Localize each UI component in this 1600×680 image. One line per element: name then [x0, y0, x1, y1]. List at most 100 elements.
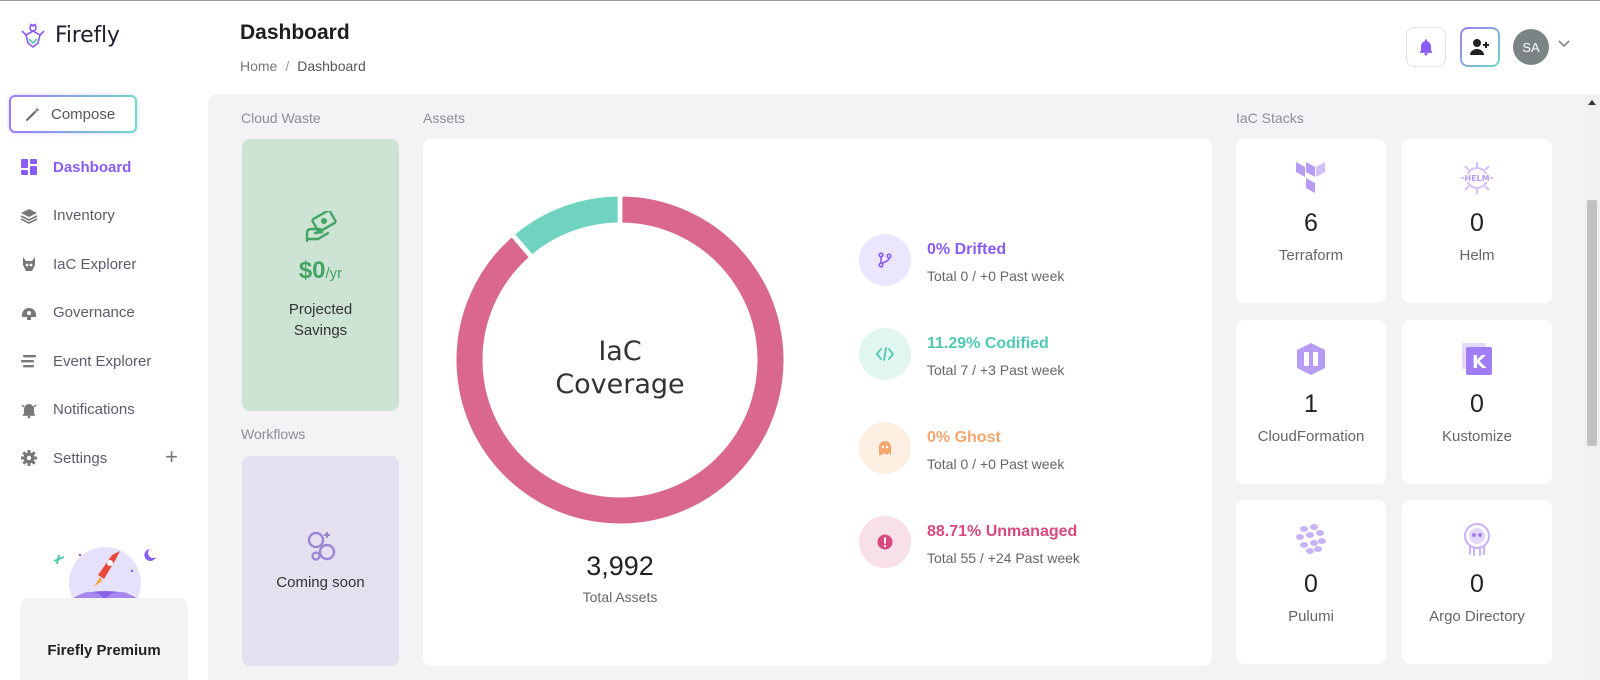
iac-stack-name: Argo Directory [1429, 608, 1525, 625]
metric-title: 0% Drifted [927, 241, 1007, 258]
notifications-button[interactable] [1406, 27, 1446, 67]
page-title: Dashboard [240, 21, 350, 44]
branch-icon [859, 234, 911, 286]
assets-section-label: Assets [423, 110, 466, 126]
kustomize-icon: K [1402, 342, 1552, 376]
iac-stack-count: 0 [1470, 209, 1484, 237]
app-name: Firefly [55, 22, 120, 48]
metric-drifted[interactable]: 0% Drifted Total 0 / +0 Past week [859, 234, 1064, 286]
sidebar-item-label: Notifications [53, 401, 135, 419]
pulumi-icon [1236, 522, 1386, 556]
app-logo[interactable]: Firefly [20, 21, 120, 49]
money-icon [242, 211, 399, 245]
iac-stack-argo[interactable]: 0 Argo Directory [1402, 500, 1552, 664]
scroll-up-arrow-icon[interactable] [1588, 100, 1596, 105]
svg-text:HELM: HELM [1464, 174, 1489, 183]
premium-card[interactable]: Firefly Premium [20, 598, 188, 680]
svg-text:K: K [1472, 352, 1487, 373]
savings-label-line1: Projected [288, 301, 353, 318]
sidebar-item-settings[interactable]: Settings + [0, 434, 208, 483]
iac-stack-helm[interactable]: HELM 0 Helm [1402, 139, 1552, 303]
iac-stack-name: CloudFormation [1257, 428, 1365, 445]
cloudformation-icon [1236, 342, 1386, 376]
projected-savings-label: Projected Savings [242, 299, 399, 341]
iac-stack-name: Pulumi [1288, 608, 1334, 625]
helm-icon: HELM [1402, 161, 1552, 195]
metric-unmanaged[interactable]: 88.71% Unmanaged Total 55 / +24 Past wee… [859, 516, 1080, 568]
workflows-card[interactable]: Coming soon [242, 456, 399, 666]
breadcrumb-current: Dashboard [297, 58, 366, 74]
invite-user-button[interactable] [1460, 27, 1500, 67]
sidebar-item-notifications[interactable]: Notifications [0, 386, 208, 435]
cloud-waste-card[interactable]: $0/yr Projected Savings [242, 139, 399, 411]
breadcrumb: Home / Dashboard [240, 58, 366, 74]
cloud-waste-section-label: Cloud Waste [241, 110, 321, 126]
premium-label: Firefly Premium [47, 642, 161, 659]
iac-stack-count: 0 [1470, 570, 1484, 598]
dashboard-icon [20, 158, 38, 176]
sidebar-item-label: IaC Explorer [53, 255, 137, 273]
metric-ghost[interactable]: 0% Ghost Total 0 / +0 Past week [859, 422, 1064, 474]
donut-center-title: IaC Coverage [453, 335, 787, 401]
user-avatar[interactable]: SA [1513, 29, 1549, 65]
main-scrollbar[interactable] [1584, 94, 1600, 680]
ghost-icon [859, 422, 911, 474]
metric-subtitle: Total 0 / +0 Past week [927, 268, 1065, 284]
bell-icon [20, 401, 38, 419]
iac-stack-count: 6 [1304, 209, 1318, 237]
total-assets-label: Total Assets [582, 589, 658, 605]
metric-subtitle: Total 0 / +0 Past week [927, 456, 1065, 472]
savings-label-line2: Savings [293, 322, 348, 339]
window-top-border [0, 0, 1600, 1]
sidebar-item-event-explorer[interactable]: Event Explorer [0, 337, 208, 386]
iac-stack-kustomize[interactable]: K 0 Kustomize [1402, 320, 1552, 484]
bell-icon [1420, 39, 1432, 56]
assets-card: IaC Coverage 3,992 Total Assets 0% Drifte… [423, 139, 1212, 666]
iac-stack-name: Kustomize [1441, 428, 1513, 445]
donut-title-line1: IaC [598, 336, 642, 367]
projected-savings-amount: $0/yr [242, 257, 399, 285]
breadcrumb-home-link[interactable]: Home [240, 58, 278, 74]
sidebar-item-dashboard[interactable]: Dashboard [0, 143, 208, 192]
iac-stack-count: 0 [1304, 570, 1318, 598]
sidebar-item-inventory[interactable]: Inventory [0, 192, 208, 241]
sidebar-item-label: Event Explorer [53, 352, 152, 370]
metric-codified[interactable]: 11.29% Codified Total 7 / +3 Past week [859, 328, 1064, 380]
iac-stack-name: Helm [1459, 247, 1495, 264]
workflows-coming-soon: Coming soon [276, 574, 365, 591]
metric-title: 11.29% Codified [927, 335, 1049, 352]
donut-slice-unmanaged[interactable] [453, 193, 787, 527]
total-assets-value: 3,992 [586, 551, 654, 581]
sidebar-item-label: Inventory [53, 207, 115, 225]
iac-stack-name: Terraform [1278, 247, 1344, 264]
chevron-down-icon[interactable] [1558, 40, 1570, 48]
governance-icon [20, 304, 38, 322]
donut-slice-codified[interactable] [511, 193, 621, 259]
firefly-logo-icon [21, 23, 45, 49]
iac-explorer-icon [20, 255, 38, 273]
savings-value: $0 [298, 257, 326, 284]
event-list-icon [20, 352, 38, 370]
metric-title: 0% Ghost [927, 429, 1001, 446]
iac-stack-terraform[interactable]: 6 Terraform [1236, 139, 1386, 303]
iac-stack-cloudformation[interactable]: 1 CloudFormation [1236, 320, 1386, 484]
breadcrumb-separator: / [285, 58, 290, 74]
sidebar-item-governance[interactable]: Governance [0, 289, 208, 338]
compose-label: Compose [51, 105, 116, 123]
iac-stack-pulumi[interactable]: 0 Pulumi [1236, 500, 1386, 664]
settings-expand-plus-icon[interactable]: + [165, 444, 178, 469]
iac-coverage-donut-chart[interactable] [453, 193, 787, 527]
sidebar: Firefly Compose Dashboard Inventory IaC … [0, 1, 208, 680]
code-icon [859, 328, 911, 380]
iac-stack-count: 0 [1470, 390, 1484, 418]
compose-button[interactable]: Compose [9, 95, 137, 133]
sidebar-item-iac-explorer[interactable]: IaC Explorer [0, 240, 208, 289]
alert-icon [859, 516, 911, 568]
workflow-icon [242, 528, 399, 564]
add-user-icon [1470, 39, 1489, 55]
sidebar-item-label: Dashboard [53, 158, 132, 176]
sidebar-item-label: Governance [53, 304, 135, 322]
gear-icon [20, 449, 38, 467]
argo-icon [1402, 522, 1552, 556]
scroll-thumb[interactable] [1587, 200, 1597, 446]
